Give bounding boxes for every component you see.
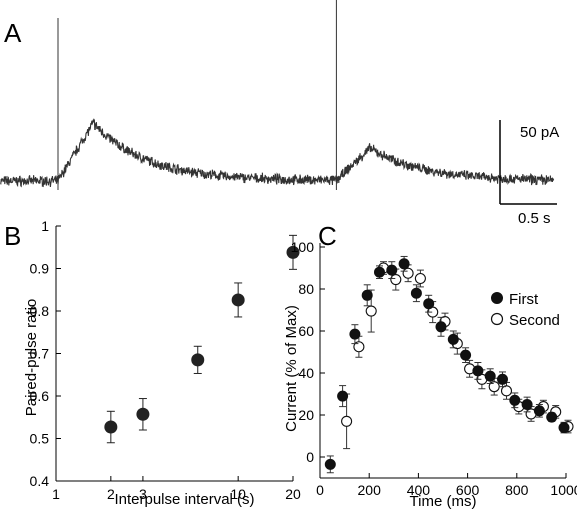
panel-c-x-axis-label: Time (ms) [410, 493, 477, 510]
panel-c-first-point [337, 390, 349, 402]
legend-second-label: Second [509, 312, 560, 329]
panel-b-x-tick-label: 20 [285, 486, 301, 502]
panel-b-y-tick-label: 0.4 [30, 473, 50, 489]
panel-b-y-tick-label: 0.8 [30, 303, 50, 319]
panel-c-axes: 02040608010002004006008001000 [291, 239, 577, 498]
panel-b-y-tick-label: 0.7 [30, 346, 50, 362]
panel-b-point [231, 293, 245, 307]
panel-c-y-tick-label: 0 [306, 449, 314, 465]
panel-c-y-tick-label: 100 [291, 239, 315, 255]
panel-c-x-tick-label: 800 [505, 482, 529, 498]
panel-c-first-point [410, 287, 422, 299]
panel-c-second-point [414, 272, 426, 285]
panel-c-first-point [435, 321, 447, 333]
panel-c-second-point [353, 341, 365, 353]
panel-c-y-tick-label: 80 [298, 281, 314, 297]
panel-b-x-axis-label: Interpulse interval (s) [114, 491, 254, 508]
panel-b-x-tick-label: 3 [139, 486, 147, 502]
panel-c-first-point [374, 266, 385, 278]
panel-c-first-point [386, 264, 398, 276]
panel-b-point [136, 407, 150, 421]
panel-c-first-point [349, 328, 361, 340]
panel-c-chart: 02040608010002004006008001000 First Seco… [283, 239, 577, 510]
panel-b-point [104, 420, 118, 434]
panel-c-first-point [324, 458, 336, 470]
panel-c-x-tick-label: 200 [358, 482, 382, 498]
time-scale-label: 0.5 s [518, 210, 551, 227]
panel-c-first-point [472, 365, 484, 377]
panel-b-point [191, 353, 205, 367]
panel-b-axes: 0.4 0.5 0.6 0.7 0.8 0.9 1 1 2 3 10 20 [30, 218, 301, 502]
panel-c-y-tick-label: 40 [298, 365, 314, 381]
panel-b-x-tick-label: 10 [230, 486, 246, 502]
panel-c-letter: C [318, 221, 337, 251]
current-trace [0, 118, 555, 188]
panel-c-second-point [500, 385, 513, 397]
panel-c-first-point [484, 370, 496, 382]
legend-first-label: First [509, 291, 539, 308]
panel-c-second-point [341, 415, 353, 427]
panel-c-second-point [390, 273, 402, 286]
panel-b-y-axis-label: Paired-pulse ratio [23, 299, 40, 417]
panel-b-letter: B [4, 221, 21, 251]
panel-c-first-point [447, 333, 459, 345]
panel-c-first-point [460, 349, 472, 361]
panel-b-y-tick-label: 1 [41, 218, 49, 234]
current-scale-label: 50 pA [520, 124, 559, 141]
panel-c-first-point [423, 298, 435, 310]
panel-c-points [324, 255, 574, 474]
panel-c-first-point [533, 405, 545, 417]
panel-b-chart: 0.4 0.5 0.6 0.7 0.8 0.9 1 1 2 3 10 20 Interpulse in… [23, 218, 301, 508]
panel-c-first-point [361, 289, 373, 301]
panel-c-x-tick-label: 600 [456, 482, 480, 498]
panel-b-y-tick-label: 0.9 [30, 261, 50, 277]
panel-b-x-tick-label: 1 [52, 486, 60, 502]
panel-c-first-point [509, 394, 521, 406]
legend-second-marker [490, 312, 504, 326]
panel-c-legend: First Second [490, 291, 560, 329]
panel-b-points [104, 234, 300, 444]
panel-c-first-point [398, 258, 410, 270]
panel-c-second-point [365, 305, 377, 317]
panel-c-first-point [558, 422, 570, 434]
panel-b-x-tick-label: 2 [107, 486, 115, 502]
panel-c-x-tick-label: 400 [407, 482, 431, 498]
panel-c-first-point [546, 411, 558, 423]
legend-first-marker [491, 292, 503, 304]
panel-c-y-tick-label: 60 [298, 323, 314, 339]
panel-b-point [286, 245, 300, 259]
panel-a-letter: A [4, 18, 22, 48]
panel-b-y-tick-label: 0.5 [30, 431, 50, 447]
panel-c-y-axis-label: Current (% of Max) [283, 305, 300, 432]
panel-c-x-tick-label: 0 [316, 482, 324, 498]
panel-b-y-tick-label: 0.6 [30, 388, 50, 404]
panel-c-y-tick-label: 20 [298, 407, 314, 423]
panel-c-first-point [521, 399, 533, 410]
panel-a-trace: 50 pA 0.5 s [0, 0, 559, 227]
panel-c-first-point [497, 373, 508, 385]
